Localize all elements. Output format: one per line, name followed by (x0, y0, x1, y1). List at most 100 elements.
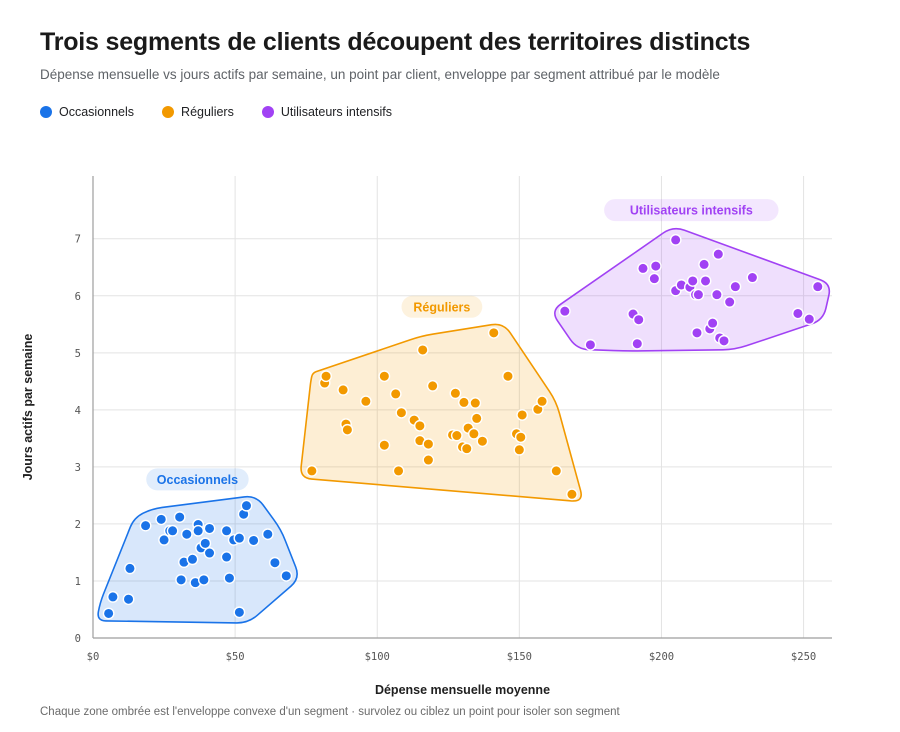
data-point[interactable] (450, 429, 463, 442)
segment-occasionnels: Occasionnels (97, 468, 298, 624)
x-tick-label: $200 (649, 651, 674, 663)
data-point[interactable] (514, 431, 527, 444)
data-point[interactable] (706, 317, 719, 330)
data-point[interactable] (631, 337, 644, 350)
data-point[interactable] (106, 591, 119, 603)
data-point[interactable] (566, 488, 578, 501)
data-point[interactable] (220, 551, 233, 563)
data-point[interactable] (395, 406, 408, 419)
cluster-label-pill-utilisateurs-intensifs (604, 199, 779, 222)
data-point[interactable] (502, 370, 514, 383)
data-point[interactable] (220, 524, 233, 537)
data-point[interactable] (359, 395, 372, 408)
data-point[interactable] (186, 553, 199, 566)
data-point[interactable] (686, 275, 699, 287)
data-point[interactable] (691, 326, 703, 339)
data-point[interactable] (803, 313, 816, 326)
data-point[interactable] (102, 607, 115, 620)
data-point[interactable] (692, 288, 705, 301)
data-point[interactable] (378, 370, 391, 383)
data-point[interactable] (269, 556, 281, 569)
data-point[interactable] (175, 573, 188, 586)
data-point[interactable] (416, 344, 429, 356)
data-point[interactable] (584, 338, 597, 351)
data-point[interactable] (513, 443, 526, 456)
data-point[interactable] (233, 532, 246, 545)
y-tick-label: 3 (75, 462, 81, 474)
data-point[interactable] (811, 280, 824, 293)
data-point[interactable] (698, 258, 710, 271)
data-point[interactable] (791, 307, 804, 320)
data-point[interactable] (392, 464, 405, 477)
data-point[interactable] (469, 397, 482, 409)
data-point[interactable] (337, 383, 350, 396)
legend-item-reguliers[interactable]: Réguliers (162, 105, 234, 119)
cluster-label-pill-occasionnels (146, 468, 249, 491)
chart-title: Trois segments de clients découpent des … (40, 28, 751, 56)
x-tick-label: $100 (365, 651, 390, 663)
data-point[interactable] (280, 569, 293, 582)
data-point[interactable] (261, 528, 274, 541)
data-point[interactable] (389, 387, 402, 400)
data-point[interactable] (199, 537, 212, 550)
data-point[interactable] (467, 427, 480, 440)
data-point[interactable] (458, 396, 470, 409)
data-point[interactable] (124, 562, 136, 575)
data-point[interactable] (516, 409, 529, 421)
data-point[interactable] (470, 412, 483, 425)
data-point[interactable] (710, 288, 723, 301)
data-point[interactable] (197, 573, 210, 586)
cluster-label-reguliers: Réguliers (413, 300, 470, 314)
data-point[interactable] (699, 275, 712, 287)
data-point[interactable] (487, 326, 500, 339)
data-point[interactable] (460, 442, 473, 455)
data-point[interactable] (378, 439, 391, 452)
y-tick-label: 5 (75, 348, 81, 360)
data-point[interactable] (723, 296, 736, 308)
data-point[interactable] (632, 313, 645, 326)
data-point[interactable] (247, 534, 260, 547)
data-point[interactable] (536, 395, 548, 408)
data-point[interactable] (729, 280, 742, 293)
data-point[interactable] (426, 379, 439, 392)
legend-label-occasionnels: Occasionnels (59, 105, 135, 119)
data-point[interactable] (173, 511, 186, 523)
data-point[interactable] (139, 519, 152, 532)
data-point[interactable] (746, 271, 759, 284)
data-point[interactable] (637, 262, 649, 275)
y-axis-title: Jours actifs par semaine (21, 334, 35, 481)
data-point[interactable] (449, 387, 462, 400)
legend-item-occasionnels[interactable]: Occasionnels (40, 105, 134, 119)
data-point[interactable] (192, 524, 205, 537)
data-point[interactable] (203, 522, 216, 535)
data-point[interactable] (320, 370, 332, 383)
y-tick-label: 0 (75, 633, 81, 645)
data-point[interactable] (649, 260, 662, 273)
data-point[interactable] (718, 334, 730, 347)
data-point[interactable] (669, 233, 682, 246)
data-point[interactable] (413, 419, 426, 432)
data-point[interactable] (240, 499, 253, 512)
data-point[interactable] (550, 464, 563, 477)
data-point[interactable] (155, 513, 168, 526)
data-point[interactable] (223, 572, 236, 585)
data-point[interactable] (712, 248, 725, 261)
data-point[interactable] (422, 438, 435, 450)
data-point[interactable] (305, 464, 318, 477)
data-point[interactable] (122, 593, 135, 606)
data-point[interactable] (158, 533, 170, 546)
x-tick-label: $250 (791, 651, 816, 663)
data-point[interactable] (203, 547, 216, 559)
data-point[interactable] (180, 528, 193, 541)
data-point[interactable] (233, 606, 246, 619)
y-tick-label: 7 (75, 234, 81, 246)
data-point[interactable] (558, 305, 571, 318)
data-point[interactable] (476, 435, 489, 448)
legend-item-intensifs[interactable]: Utilisateurs intensifs (261, 105, 392, 119)
y-tick-label: 1 (75, 576, 81, 588)
data-point[interactable] (422, 454, 435, 466)
data-point[interactable] (166, 524, 179, 537)
data-point[interactable] (648, 272, 661, 285)
data-point[interactable] (341, 423, 354, 436)
y-tick-label: 2 (75, 519, 81, 531)
